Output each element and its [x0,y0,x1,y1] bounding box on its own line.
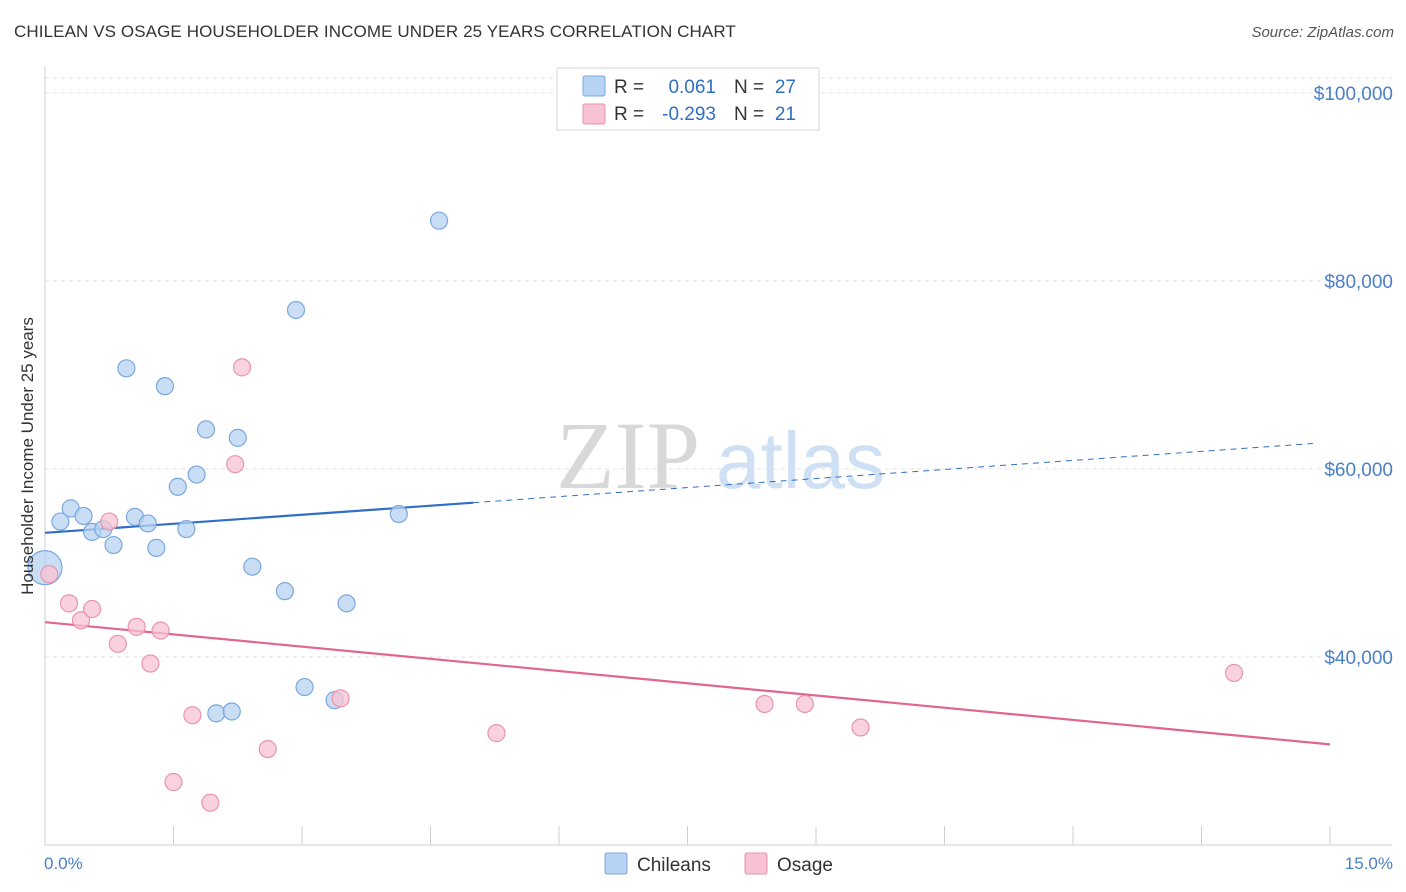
chart-title: CHILEAN VS OSAGE HOUSEHOLDER INCOME UNDE… [14,22,736,41]
legend-r-value: -0.293 [662,104,716,125]
legend-r-value: 0.061 [668,77,716,98]
osage-point [331,689,350,708]
osage-point [164,772,183,792]
axes [44,66,1392,846]
chileans-point [389,504,408,524]
legend-n-label: N = [734,104,764,125]
legend-swatch-blue [582,75,606,97]
chileans-point [104,535,123,555]
osage-point [83,599,102,619]
osage-point [40,565,59,584]
chileans-point [196,420,216,439]
chileans-point [275,582,294,601]
series-label-chileans: Chileans [637,855,711,876]
series-legend: Chileans Osage [604,852,833,876]
osage-point [59,594,79,613]
chileans-point [117,359,136,378]
osage-point [127,617,146,636]
chileans-point [243,557,262,576]
x-tick-label: 0.0% [44,854,83,873]
osage-point [151,621,170,640]
chileans-point [429,211,449,230]
chileans-point [147,538,166,557]
osage-point [141,654,160,673]
chileans-point [337,594,356,613]
chileans-point [177,519,196,539]
legend-n-value: 27 [775,77,796,98]
osage-trend-solid [44,621,1331,746]
osage-point [108,634,127,653]
chileans-point [51,512,70,531]
legend-r-label: R = [614,104,644,125]
watermark-zip: ZIP [556,402,700,509]
x-tick-label: 15.0% [1345,854,1393,873]
osage-point [851,718,870,737]
chileans-point [286,300,306,320]
osage-point [1224,663,1244,683]
data-points [27,211,1244,812]
y-tick-label: $40,000 [1324,648,1393,669]
y-axis-label: Householder Income Under 25 years [18,317,37,595]
series-label-osage: Osage [777,855,833,876]
chileans-point [222,702,241,721]
chileans-point [207,704,226,723]
chileans-trend-dashed [473,443,1313,504]
legend-n-label: N = [734,77,764,98]
osage-point [183,706,202,725]
chileans-point [187,465,206,484]
chileans-point [168,477,187,496]
chileans-point [155,377,175,396]
correlation-legend: R = 0.061 N = 27 R = -0.293 N = 21 [556,67,820,131]
legend-swatch-pink [582,103,606,125]
chileans-point [228,428,247,447]
watermark-atlas: atlas [716,416,885,505]
legend-n-value: 21 [775,104,796,125]
osage-point [71,611,91,630]
source-label: Source: ZipAtlas.com [1251,24,1394,41]
watermark: ZIP atlas [556,402,885,509]
osage-point [487,724,506,743]
osage-point [755,694,774,714]
y-tick-label: $60,000 [1324,460,1393,481]
osage-point [258,739,277,759]
series-swatch-osage [744,852,768,875]
chileans-point [74,506,93,526]
osage-point [232,358,252,377]
osage-point [100,512,119,531]
osage-point [201,793,220,812]
osage-point [226,455,245,474]
series-swatch-chileans [604,852,628,875]
chileans-point [138,514,157,533]
chileans-point [295,677,314,697]
osage-point [795,694,814,714]
y-tick-label: $80,000 [1324,272,1393,293]
tick-labels: $100,000 $80,000 $60,000 $40,000 0.0% 15.0% [44,84,1393,873]
legend-r-label: R = [614,77,644,98]
y-tick-label: $100,000 [1314,84,1393,105]
